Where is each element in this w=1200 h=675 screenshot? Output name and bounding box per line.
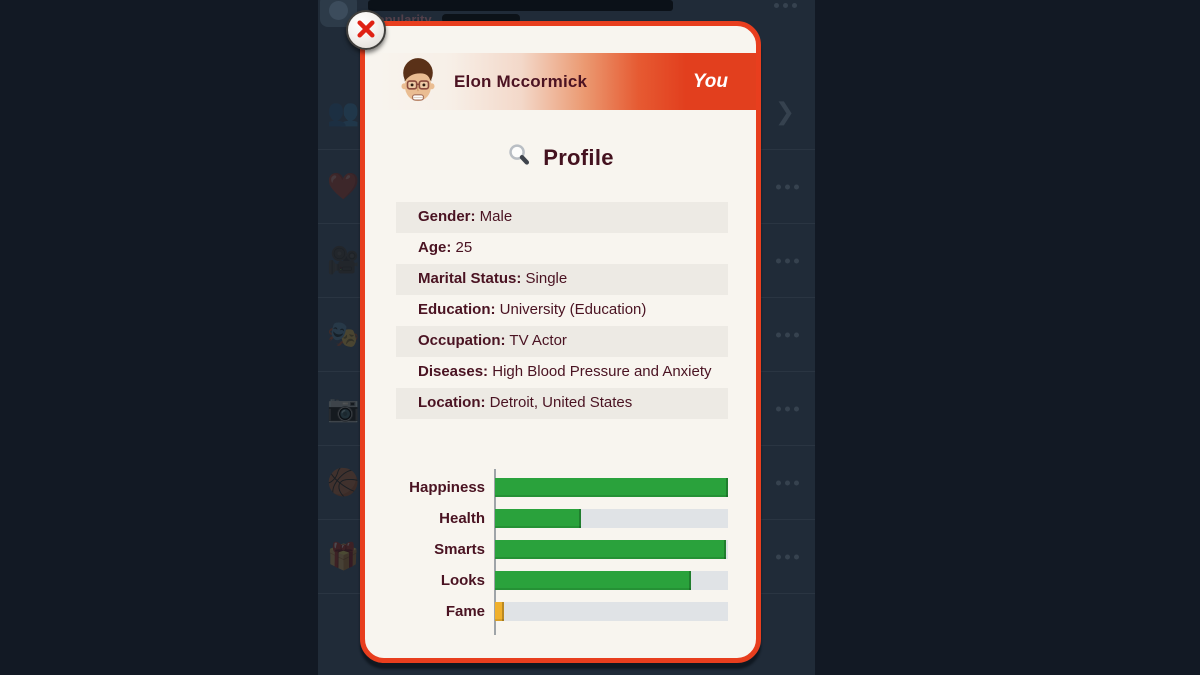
player-avatar-icon (397, 56, 439, 112)
stat-fill (495, 571, 691, 590)
profile-field-diseases: Diseases: High Blood Pressure and Anxiet… (396, 357, 728, 388)
field-label: Marital Status: (418, 270, 522, 287)
stat-track (495, 478, 728, 497)
gift-icon: 🎁 (327, 541, 360, 572)
you-badge: You (692, 70, 728, 92)
field-value: Detroit, United States (485, 394, 633, 411)
stat-label: Happiness (409, 479, 485, 496)
bg-popularity-bar (442, 14, 520, 23)
stat-row-looks: Looks (365, 571, 756, 590)
stat-fill (495, 602, 505, 621)
ellipsis-icon (772, 184, 799, 189)
field-value: Male (475, 208, 513, 225)
section-title-text: Profile (543, 145, 614, 170)
stat-track (495, 602, 728, 621)
profile-field-marital-status: Marital Status: Single (396, 264, 728, 295)
field-label: Education: (418, 301, 496, 318)
heart-icon: ❤️ (327, 171, 360, 202)
ellipsis-icon (772, 258, 799, 263)
chevron-right-icon: ❯ (774, 97, 795, 125)
ellipsis-icon (772, 554, 799, 559)
stat-fill (495, 540, 726, 559)
profile-field-gender: Gender: Male (396, 202, 728, 233)
people-icon: 👥 (327, 97, 360, 128)
field-value: University (Education) (495, 301, 647, 318)
magnifier-icon (507, 143, 532, 173)
player-name: Elon Mccormick (454, 71, 588, 91)
stat-fill (495, 509, 582, 528)
basketball-icon: 🏀 (327, 467, 360, 498)
field-label: Occupation: (418, 332, 506, 349)
camera-icon: 📷 (327, 393, 360, 424)
section-title: Profile (365, 143, 756, 173)
field-label: Gender: (418, 208, 476, 225)
stat-label: Health (439, 510, 485, 527)
dialog-header: Elon Mccormick You (365, 53, 756, 110)
field-value: High Blood Pressure and Anxiety (488, 363, 712, 380)
ellipsis-icon (772, 406, 799, 411)
stat-track (495, 509, 728, 528)
field-value: Single (521, 270, 568, 287)
profile-field-age: Age: 25 (396, 233, 728, 264)
stat-row-health: Health (365, 509, 756, 528)
profile-field-occupation: Occupation: TV Actor (396, 326, 728, 357)
stat-track (495, 540, 728, 559)
profile-field-education: Education: University (Education) (396, 295, 728, 326)
stat-label: Looks (440, 572, 485, 589)
ellipsis-icon (770, 3, 797, 8)
close-icon (348, 11, 384, 50)
field-label: Diseases: (418, 363, 489, 380)
movie-camera-icon: 🎥 (327, 245, 360, 276)
field-value: 25 (451, 239, 473, 256)
stat-row-fame: Fame (365, 602, 756, 621)
stats-rows: Happiness Health Smarts Looks Fame (365, 478, 756, 621)
stat-label: Smarts (434, 541, 485, 558)
stat-row-happiness: Happiness (365, 478, 756, 497)
stat-row-smarts: Smarts (365, 540, 756, 559)
ellipsis-icon (772, 332, 799, 337)
bg-player-header: Popularity (318, 0, 815, 76)
stats-chart: Happiness Health Smarts Looks Fame (365, 469, 756, 635)
profile-field-location: Location: Detroit, United States (396, 388, 728, 419)
bg-title-placeholder (368, 0, 673, 11)
theater-masks-icon: 🎭 (327, 319, 360, 350)
field-value: TV Actor (505, 332, 567, 349)
close-button[interactable] (346, 10, 386, 50)
stat-label: Fame (445, 603, 485, 620)
profile-dialog: Elon Mccormick You Profile Gender: Male A… (360, 21, 761, 663)
ellipsis-icon (772, 480, 799, 485)
stat-fill (495, 478, 728, 497)
field-label: Age: (418, 239, 452, 256)
field-label: Location: (418, 394, 486, 411)
stat-track (495, 571, 728, 590)
profile-fields: Gender: Male Age: 25 Marital Status: Singl… (396, 202, 728, 419)
